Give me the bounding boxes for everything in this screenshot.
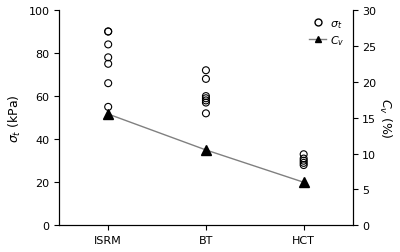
Point xyxy=(203,78,209,82)
Y-axis label: $C_v$ (%): $C_v$ (%) xyxy=(377,98,393,139)
Point xyxy=(105,62,111,67)
Y-axis label: $\sigma_t$ (kPa): $\sigma_t$ (kPa) xyxy=(7,94,23,142)
Point xyxy=(105,56,111,60)
Point xyxy=(105,82,111,86)
Point xyxy=(105,30,111,34)
Point xyxy=(105,105,111,109)
Point xyxy=(203,97,209,101)
Point xyxy=(300,157,307,161)
Point xyxy=(300,159,307,163)
Point xyxy=(300,161,307,165)
Legend: $\sigma_t$, $C_v$: $\sigma_t$, $C_v$ xyxy=(307,16,347,50)
Point xyxy=(105,43,111,47)
Point xyxy=(203,99,209,103)
Point xyxy=(300,163,307,167)
Point xyxy=(203,112,209,116)
Point xyxy=(203,69,209,73)
Point xyxy=(300,153,307,157)
Point xyxy=(105,30,111,34)
Point xyxy=(203,95,209,99)
Point xyxy=(203,101,209,105)
